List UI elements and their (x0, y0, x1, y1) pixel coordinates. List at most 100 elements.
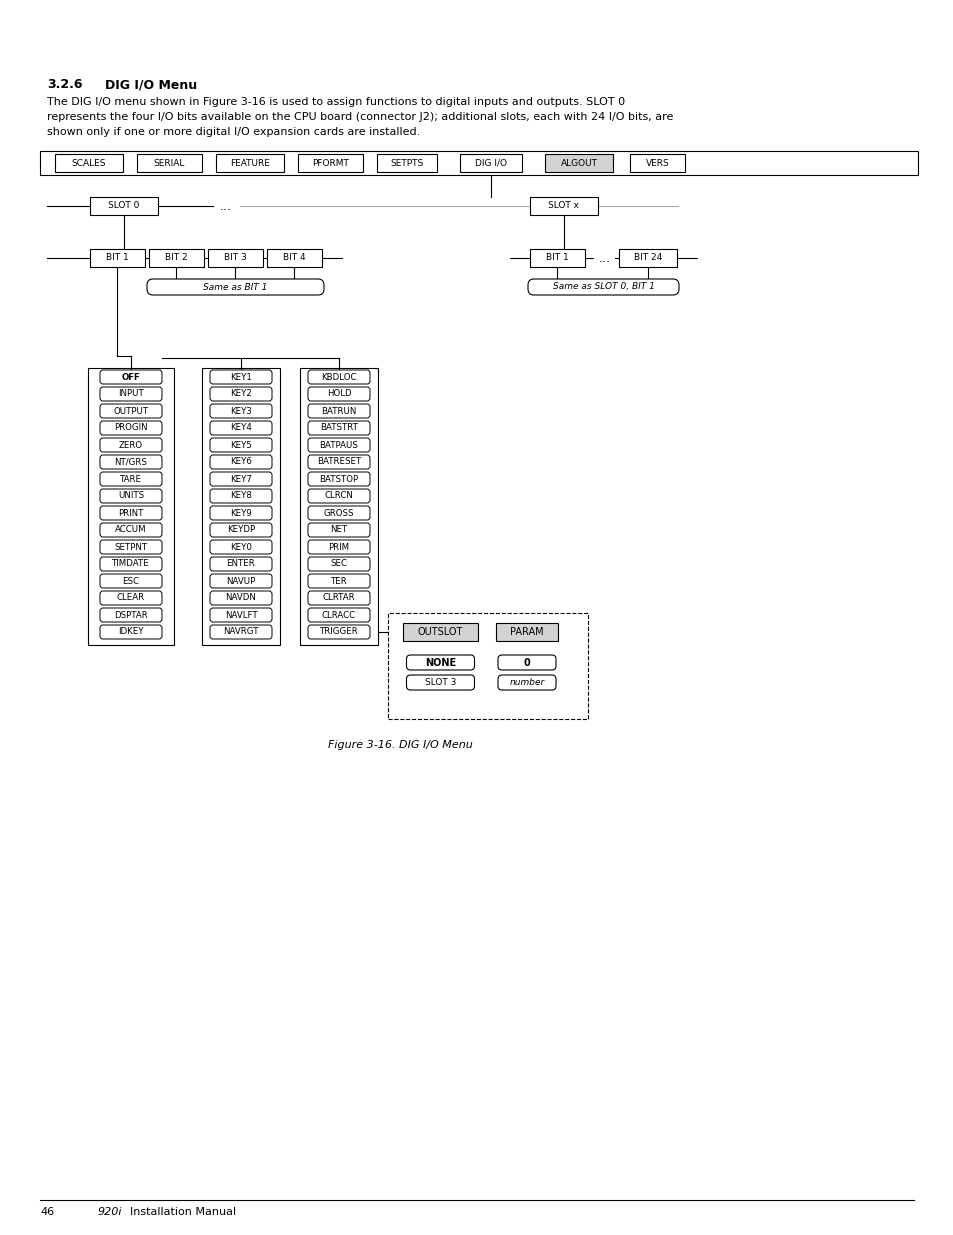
FancyBboxPatch shape (544, 154, 613, 172)
FancyBboxPatch shape (210, 370, 272, 384)
Text: BIT 3: BIT 3 (224, 253, 247, 263)
Text: OFF: OFF (121, 373, 140, 382)
FancyBboxPatch shape (308, 387, 370, 401)
Text: TER: TER (331, 577, 347, 585)
Text: GROSS: GROSS (323, 509, 354, 517)
Text: Installation Manual: Installation Manual (130, 1207, 236, 1216)
FancyBboxPatch shape (297, 154, 363, 172)
FancyBboxPatch shape (100, 489, 162, 503)
Text: Same as BIT 1: Same as BIT 1 (203, 283, 268, 291)
Text: shown only if one or more digital I/O expansion cards are installed.: shown only if one or more digital I/O ex… (47, 127, 420, 137)
Text: SETPNT: SETPNT (114, 542, 148, 552)
FancyBboxPatch shape (100, 472, 162, 487)
FancyBboxPatch shape (527, 279, 679, 295)
Text: ALGOUT: ALGOUT (560, 158, 597, 168)
Text: KBDLOC: KBDLOC (321, 373, 356, 382)
FancyBboxPatch shape (100, 506, 162, 520)
FancyBboxPatch shape (147, 279, 324, 295)
Text: NT/GRS: NT/GRS (114, 457, 148, 467)
FancyBboxPatch shape (402, 622, 477, 641)
FancyBboxPatch shape (210, 454, 272, 469)
Text: Figure 3-16. DIG I/O Menu: Figure 3-16. DIG I/O Menu (327, 740, 472, 750)
Text: TRIGGER: TRIGGER (319, 627, 358, 636)
Text: SLOT x: SLOT x (548, 201, 578, 210)
Text: SETPTS: SETPTS (390, 158, 423, 168)
FancyBboxPatch shape (497, 676, 556, 690)
Text: KEY3: KEY3 (230, 406, 252, 415)
Text: PRIM: PRIM (328, 542, 349, 552)
FancyBboxPatch shape (90, 249, 145, 267)
Text: Same as SLOT 0, BIT 1: Same as SLOT 0, BIT 1 (552, 283, 654, 291)
Text: FEATURE: FEATURE (230, 158, 270, 168)
FancyBboxPatch shape (100, 370, 162, 384)
FancyBboxPatch shape (210, 608, 272, 622)
Text: ...: ... (598, 252, 610, 264)
FancyBboxPatch shape (308, 557, 370, 571)
FancyBboxPatch shape (100, 387, 162, 401)
Text: BATSTRT: BATSTRT (319, 424, 357, 432)
FancyBboxPatch shape (530, 198, 598, 215)
Text: BATRUN: BATRUN (321, 406, 356, 415)
Text: CLRACC: CLRACC (321, 610, 355, 620)
FancyBboxPatch shape (210, 557, 272, 571)
Text: OUTSLOT: OUTSLOT (417, 627, 463, 637)
FancyBboxPatch shape (308, 574, 370, 588)
Text: NAVDN: NAVDN (225, 594, 256, 603)
Text: DIG I/O: DIG I/O (475, 158, 506, 168)
Text: ...: ... (220, 200, 232, 212)
Text: BIT 2: BIT 2 (165, 253, 188, 263)
Text: UNITS: UNITS (118, 492, 144, 500)
Text: SLOT 0: SLOT 0 (109, 201, 139, 210)
FancyBboxPatch shape (497, 655, 556, 671)
FancyBboxPatch shape (137, 154, 202, 172)
Text: NAVLFT: NAVLFT (225, 610, 257, 620)
Text: CLEAR: CLEAR (117, 594, 145, 603)
Text: BATPAUS: BATPAUS (319, 441, 358, 450)
FancyBboxPatch shape (629, 154, 684, 172)
Text: number: number (509, 678, 544, 687)
Text: BATRESET: BATRESET (316, 457, 361, 467)
Text: KEY5: KEY5 (230, 441, 252, 450)
Text: SLOT 3: SLOT 3 (424, 678, 456, 687)
FancyBboxPatch shape (406, 676, 474, 690)
FancyBboxPatch shape (210, 387, 272, 401)
Text: CLRCN: CLRCN (324, 492, 353, 500)
FancyBboxPatch shape (308, 625, 370, 638)
FancyBboxPatch shape (406, 655, 474, 671)
Text: 46: 46 (40, 1207, 54, 1216)
FancyBboxPatch shape (308, 404, 370, 417)
FancyBboxPatch shape (90, 198, 158, 215)
Text: KEYDP: KEYDP (227, 526, 254, 535)
FancyBboxPatch shape (210, 489, 272, 503)
Text: represents the four I/O bits available on the CPU board (connector J2); addition: represents the four I/O bits available o… (47, 112, 673, 122)
FancyBboxPatch shape (100, 608, 162, 622)
FancyBboxPatch shape (210, 574, 272, 588)
FancyBboxPatch shape (149, 249, 204, 267)
Text: KEY2: KEY2 (230, 389, 252, 399)
FancyBboxPatch shape (215, 154, 284, 172)
FancyBboxPatch shape (210, 540, 272, 555)
FancyBboxPatch shape (100, 540, 162, 555)
Text: 0: 0 (523, 657, 530, 667)
Text: KEY4: KEY4 (230, 424, 252, 432)
FancyBboxPatch shape (308, 522, 370, 537)
Text: NAVUP: NAVUP (226, 577, 255, 585)
FancyBboxPatch shape (308, 608, 370, 622)
FancyBboxPatch shape (308, 472, 370, 487)
FancyBboxPatch shape (308, 370, 370, 384)
FancyBboxPatch shape (100, 454, 162, 469)
FancyBboxPatch shape (208, 249, 263, 267)
FancyBboxPatch shape (100, 421, 162, 435)
FancyBboxPatch shape (530, 249, 584, 267)
Text: NET: NET (330, 526, 347, 535)
Text: INPUT: INPUT (118, 389, 144, 399)
FancyBboxPatch shape (308, 592, 370, 605)
Text: KEY9: KEY9 (230, 509, 252, 517)
Text: NONE: NONE (424, 657, 456, 667)
FancyBboxPatch shape (100, 438, 162, 452)
Text: HOLD: HOLD (326, 389, 351, 399)
Text: PFORMT: PFORMT (312, 158, 349, 168)
FancyBboxPatch shape (308, 454, 370, 469)
Text: PROGIN: PROGIN (114, 424, 148, 432)
FancyBboxPatch shape (308, 438, 370, 452)
